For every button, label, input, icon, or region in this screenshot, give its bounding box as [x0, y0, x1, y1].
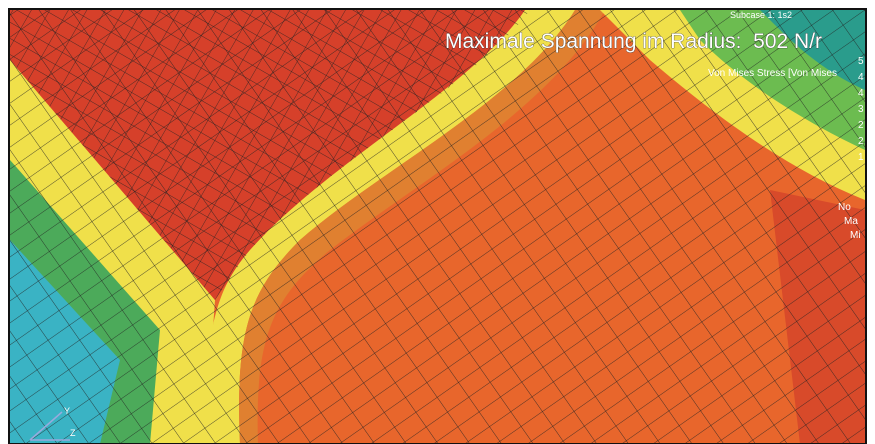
- node-label: Mi: [850, 230, 861, 241]
- legend-value: 2: [858, 136, 864, 147]
- legend-value: 1: [858, 152, 864, 163]
- axis-label: Z: [70, 428, 76, 438]
- node-label: Ma: [844, 216, 858, 227]
- node-label: No: [838, 202, 851, 213]
- stress-plot: Subcase 1: 1s2 Maximale Spannung im Radi…: [0, 0, 875, 444]
- legend-value: 2: [858, 120, 864, 131]
- legend-value: 3: [858, 104, 864, 115]
- plot-title: Maximale Spannung im Radius: 502 N/r: [445, 30, 822, 53]
- subcase-label: Subcase 1: 1s2: [730, 10, 792, 20]
- legend-value: 4: [858, 88, 864, 99]
- axis-label: Y: [64, 406, 70, 416]
- legend-value: 5: [858, 56, 864, 67]
- legend-title: Von Mises Stress [Von Mises: [708, 68, 837, 79]
- legend-value: 4: [858, 72, 864, 83]
- legend: 5 4 4 3 2 2 1: [858, 56, 864, 163]
